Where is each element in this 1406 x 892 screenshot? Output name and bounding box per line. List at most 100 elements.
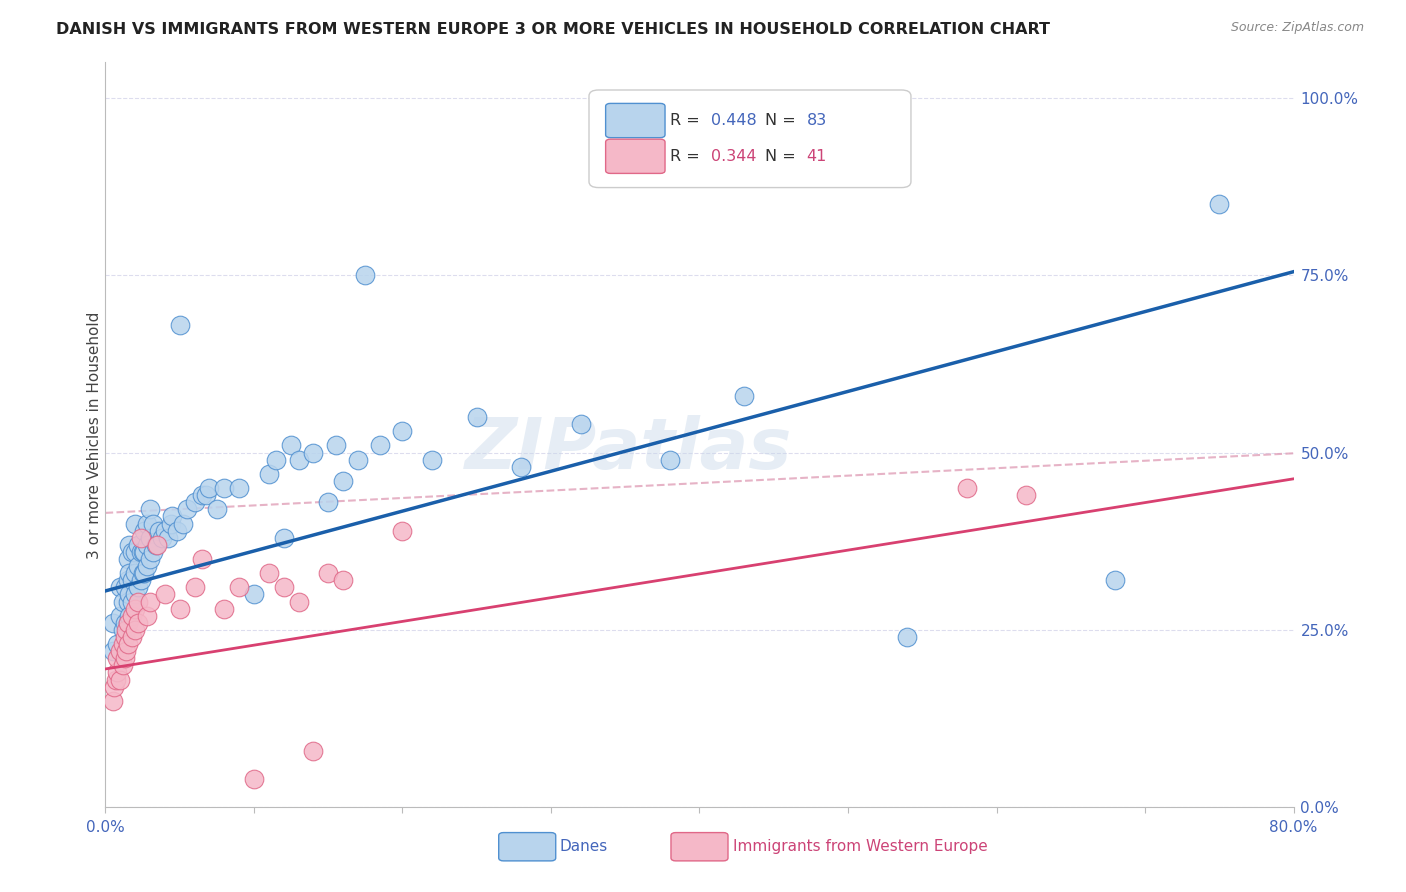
Point	[347, 452, 370, 467]
Point	[110, 608, 132, 623]
Point	[121, 545, 143, 559]
Point	[257, 467, 280, 481]
Point	[465, 410, 488, 425]
Point	[198, 481, 221, 495]
Point	[101, 615, 124, 630]
Point	[114, 615, 136, 630]
Point	[117, 552, 139, 566]
Point	[257, 566, 280, 581]
Point	[391, 524, 413, 538]
Point	[145, 538, 167, 552]
Point	[139, 531, 162, 545]
Point	[115, 623, 138, 637]
Text: R =: R =	[669, 113, 704, 128]
Point	[368, 438, 391, 452]
Point	[510, 459, 533, 474]
Point	[243, 587, 266, 601]
Point	[112, 594, 135, 608]
Point	[316, 495, 339, 509]
Point	[195, 488, 218, 502]
Point	[127, 538, 149, 552]
Point	[162, 509, 184, 524]
Point	[118, 587, 141, 601]
Point	[1208, 197, 1230, 211]
Point	[124, 516, 146, 531]
Point	[156, 531, 179, 545]
Point	[131, 545, 153, 559]
Point	[136, 608, 159, 623]
Y-axis label: 3 or more Vehicles in Household: 3 or more Vehicles in Household	[87, 311, 101, 558]
Point	[124, 545, 146, 559]
Point	[733, 389, 755, 403]
Point	[287, 594, 309, 608]
Point	[658, 452, 681, 467]
Point	[391, 425, 413, 439]
Text: N =: N =	[765, 113, 800, 128]
Point	[127, 615, 149, 630]
Point	[114, 580, 136, 594]
Point	[110, 673, 132, 687]
Point	[112, 658, 135, 673]
Point	[129, 531, 152, 545]
Point	[302, 445, 325, 459]
Text: R =: R =	[669, 149, 704, 164]
Text: DANISH VS IMMIGRANTS FROM WESTERN EUROPE 3 OR MORE VEHICLES IN HOUSEHOLD CORRELA: DANISH VS IMMIGRANTS FROM WESTERN EUROPE…	[56, 22, 1050, 37]
Point	[124, 601, 146, 615]
Text: Source: ZipAtlas.com: Source: ZipAtlas.com	[1230, 21, 1364, 34]
Point	[1015, 488, 1038, 502]
Point	[131, 566, 153, 581]
Text: 0.448: 0.448	[711, 113, 756, 128]
Text: N =: N =	[765, 149, 800, 164]
Point	[132, 524, 155, 538]
Point	[1104, 574, 1126, 588]
Point	[127, 559, 149, 574]
Point	[191, 552, 214, 566]
Point	[127, 580, 149, 594]
Point	[103, 680, 125, 694]
Point	[124, 623, 146, 637]
Point	[105, 637, 128, 651]
Point	[121, 630, 143, 644]
FancyBboxPatch shape	[671, 832, 728, 861]
Point	[228, 580, 250, 594]
FancyBboxPatch shape	[499, 832, 555, 861]
Point	[176, 502, 198, 516]
Point	[183, 580, 205, 594]
Point	[228, 481, 250, 495]
Point	[150, 531, 173, 545]
Point	[118, 566, 141, 581]
Point	[146, 538, 169, 552]
Point	[129, 574, 152, 588]
Point	[153, 524, 176, 538]
Point	[121, 574, 143, 588]
Point	[205, 502, 228, 516]
Point	[132, 545, 155, 559]
Point	[121, 608, 143, 623]
Point	[101, 694, 124, 708]
Point	[287, 452, 309, 467]
Point	[110, 644, 132, 658]
Point	[273, 580, 295, 594]
Point	[332, 474, 354, 488]
Point	[112, 623, 135, 637]
Point	[114, 630, 136, 644]
Point	[112, 637, 135, 651]
Point	[139, 594, 162, 608]
Point	[569, 417, 592, 432]
Point	[142, 516, 165, 531]
Point	[124, 566, 146, 581]
Point	[136, 559, 159, 574]
Point	[136, 538, 159, 552]
Point	[136, 516, 159, 531]
Point	[110, 580, 132, 594]
Point	[896, 630, 918, 644]
Point	[159, 516, 181, 531]
Point	[124, 587, 146, 601]
Text: Danes: Danes	[560, 839, 607, 855]
FancyBboxPatch shape	[589, 90, 911, 187]
Point	[101, 644, 124, 658]
Point	[132, 566, 155, 581]
Point	[121, 594, 143, 608]
Point	[191, 488, 214, 502]
Point	[302, 743, 325, 757]
